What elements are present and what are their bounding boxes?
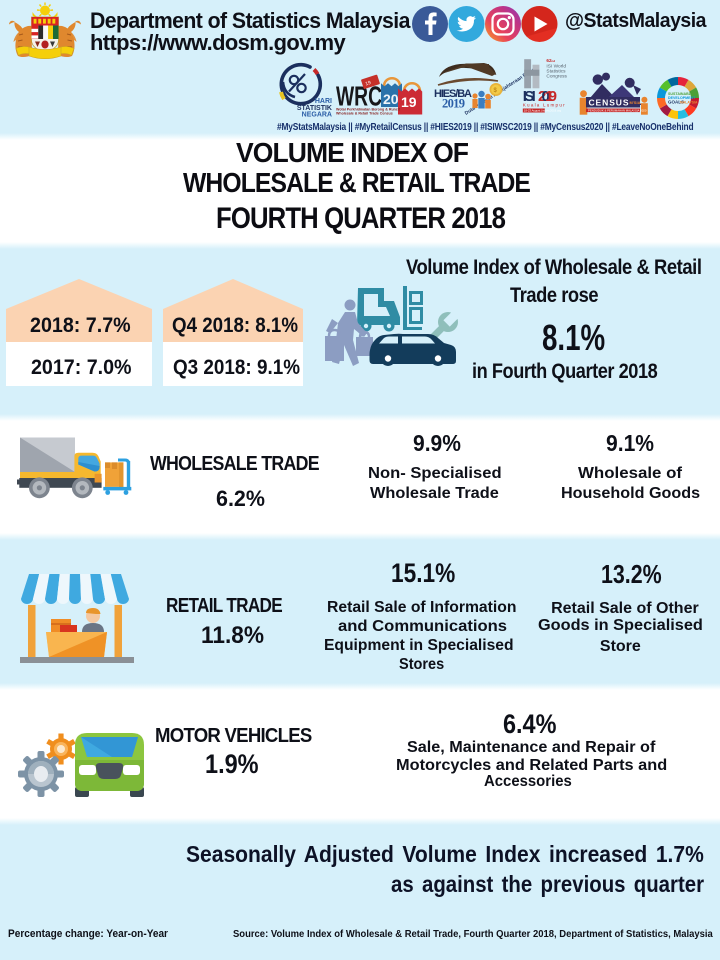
svg-text:ISI World: ISI World <box>546 64 566 70</box>
svg-text:Wotai Perkhidmatan Borong & Ru: Wotai Perkhidmatan Borong & Runcit <box>336 108 401 112</box>
svg-text:DEVELOPMENT: DEVELOPMENT <box>668 96 696 100</box>
svg-text:2019: 2019 <box>442 97 465 111</box>
svg-text:20: 20 <box>383 91 399 107</box>
svg-text:19: 19 <box>401 94 417 110</box>
svg-text:PENDUDUK & PERUMAHAN MALAYSIA: PENDUDUK & PERUMAHAN MALAYSIA 2020 <box>588 108 647 112</box>
svg-text:Kuala Lumpur: Kuala Lumpur <box>523 102 566 107</box>
svg-text:CENSUS: CENSUS <box>589 98 629 108</box>
svg-text:MALAYSIA: MALAYSIA <box>680 101 698 105</box>
svg-text:SUSTAINABLE: SUSTAINABLE <box>668 92 694 96</box>
svg-text:Statistics: Statistics <box>546 69 566 75</box>
svg-text:19: 19 <box>365 80 372 87</box>
svg-text:M'SIA: M'SIA <box>630 100 641 105</box>
svg-text:HARI: HARI <box>315 98 332 105</box>
svg-text:62nd: 62nd <box>546 58 555 63</box>
svg-text:Congress: Congress <box>546 74 567 80</box>
svg-text:$: $ <box>494 88 498 94</box>
svg-text:HIES/BA: HIES/BA <box>434 88 472 100</box>
svg-text:GOALS: GOALS <box>668 100 684 105</box>
svg-text:Wholesale & Retail Trade Censu: Wholesale & Retail Trade Census <box>336 112 393 116</box>
svg-text:18-23 August | isiwsc2019.org: 18-23 August | isiwsc2019.org <box>524 109 562 113</box>
svg-text:2019: 2019 <box>538 88 557 105</box>
svg-text:ISI: ISI <box>523 88 536 105</box>
svg-text:STATISTIK: STATISTIK <box>297 105 332 112</box>
svg-text:NEGARA: NEGARA <box>302 112 332 119</box>
